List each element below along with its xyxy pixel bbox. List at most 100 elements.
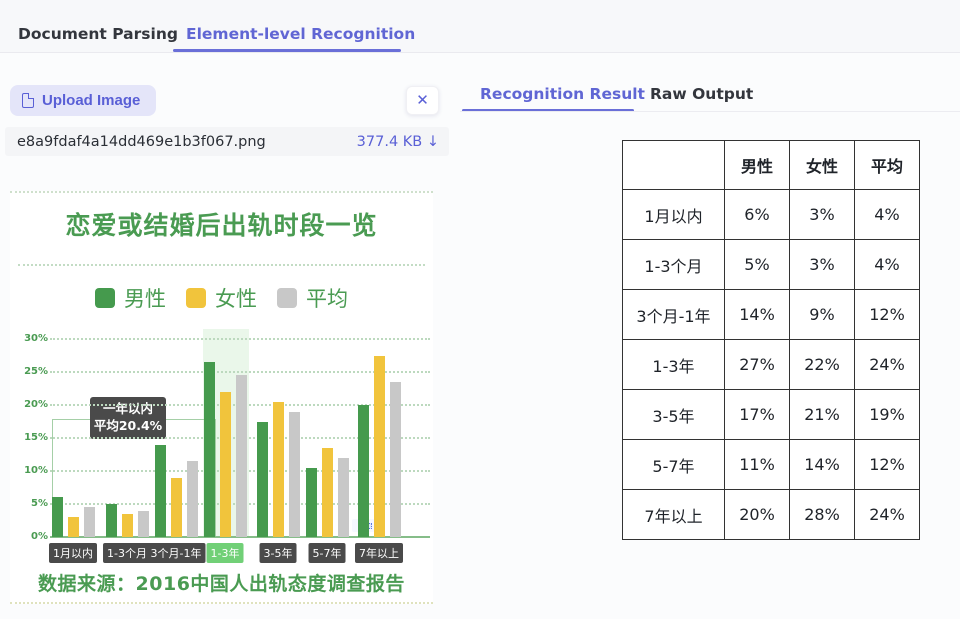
bar-女性-5-7年 — [322, 447, 333, 537]
recognition-result-table: 男性 女性 平均 1月以内 6% 3% 4% 1-3个月 5% 3% 4% 3个月-1年 14% 9% 12… — [622, 140, 920, 540]
file-download-link[interactable]: 377.4 KB ↓ — [356, 133, 439, 150]
active-result-tab-underline — [462, 109, 634, 112]
legend-swatch-icon — [277, 288, 297, 308]
bar-女性-3-5年 — [273, 401, 284, 537]
row-label-cell: 3个月-1年 — [622, 289, 725, 340]
legend-item: 平均 — [277, 283, 348, 313]
row-label-cell: 1月以内 — [622, 189, 725, 240]
table-row: 1-3个月 5% 3% 4% — [622, 239, 920, 290]
legend-item: 女性 — [186, 283, 257, 313]
y-axis-tick-label: 10% — [24, 465, 48, 476]
legend-label: 平均 — [306, 287, 348, 311]
value-cell: 27% — [724, 339, 790, 390]
bar-男性-3-5年 — [257, 421, 268, 537]
value-cell: 3% — [789, 239, 855, 290]
chart-divider — [18, 264, 425, 266]
active-tab-underline — [173, 49, 401, 52]
value-cell: 17% — [724, 389, 790, 440]
value-cell: 4% — [854, 239, 920, 290]
x-axis-category-label: 3个月-1年 — [146, 543, 206, 563]
uploaded-image-preview: 恋爱或结婚后出轨时段一览 男性 女性 平均 一年以内 平均20.4% 30% 25% 2… — [10, 191, 433, 604]
y-axis-tick-label: 30% — [24, 333, 48, 344]
top-tab-bar: Document Parsing Element-level Recogniti… — [0, 0, 960, 53]
value-cell: 21% — [789, 389, 855, 440]
tab-element-level-recognition[interactable]: Element-level Recognition — [186, 25, 416, 43]
value-cell: 3% — [789, 189, 855, 240]
tab-raw-output[interactable]: Raw Output — [650, 85, 754, 103]
close-icon[interactable]: ✕ — [406, 86, 439, 115]
value-cell: 28% — [789, 489, 855, 540]
tab-recognition-result[interactable]: Recognition Result — [480, 85, 645, 103]
file-icon — [22, 93, 34, 108]
y-axis-tick-label: 25% — [24, 366, 48, 377]
header-cell: 女性 — [789, 140, 855, 190]
legend-swatch-icon — [186, 288, 206, 308]
x-axis-category-label: 1月以内 — [49, 543, 97, 563]
uploaded-file-row: e8a9fdaf4a14dd469e1b3f067.png 377.4 KB ↓ — [5, 127, 449, 156]
legend-label: 女性 — [215, 287, 257, 311]
header-cell: 平均 — [854, 140, 920, 190]
bar-平均-5-7年 — [338, 457, 349, 537]
table-row: 1-3年 27% 22% 24% — [622, 339, 920, 390]
bar-男性-7年以上 — [358, 405, 369, 537]
x-axis-category-label: 7年以上 — [355, 543, 403, 563]
legend-item: 男性 — [95, 283, 166, 313]
bar-平均-1-3个月 — [138, 510, 149, 537]
row-label-cell: 1-3个月 — [622, 239, 725, 290]
table-row: 1月以内 6% 3% 4% — [622, 189, 920, 240]
bar-女性-3个月-1年 — [171, 477, 182, 537]
bar-平均-1-3年 — [236, 375, 247, 537]
x-axis-category-label: 1-3个月 — [103, 543, 151, 563]
value-cell: 5% — [724, 239, 790, 290]
value-cell: 20% — [724, 489, 790, 540]
bar-平均-1月以内 — [84, 507, 95, 537]
legend-label: 男性 — [124, 287, 166, 311]
value-cell: 4% — [854, 189, 920, 240]
upload-image-label: Upload Image — [42, 92, 141, 109]
bar-平均-3-5年 — [289, 411, 300, 537]
table-row: 5-7年 11% 14% 12% — [622, 439, 920, 490]
value-cell: 14% — [724, 289, 790, 340]
annotation-line-2: 平均20.4% — [93, 417, 163, 433]
legend-swatch-icon — [95, 288, 115, 308]
gridline — [50, 371, 430, 373]
y-axis-tick-label: 5% — [31, 498, 48, 509]
row-label-cell: 1-3年 — [622, 339, 725, 390]
bar-男性-3个月-1年 — [155, 444, 166, 537]
bar-男性-1-3个月 — [106, 504, 117, 537]
x-axis-category-label: 1-3年 — [206, 543, 244, 563]
x-axis-category-label: 5-7年 — [308, 543, 346, 563]
y-axis-tick-label: 15% — [24, 432, 48, 443]
y-axis-tick-label: 20% — [24, 399, 48, 410]
x-axis-line — [50, 536, 430, 538]
value-cell: 12% — [854, 439, 920, 490]
header-cell-empty — [622, 140, 725, 190]
value-cell: 24% — [854, 339, 920, 390]
table-row: 3个月-1年 14% 9% 12% — [622, 289, 920, 340]
chart-plot-area: 一年以内 平均20.4% 30% 25% 20% 15% 10% 5% 0% 1月以内 1-3个… — [10, 323, 433, 573]
uploaded-file-name: e8a9fdaf4a14dd469e1b3f067.png — [17, 133, 266, 150]
value-cell: 12% — [854, 289, 920, 340]
row-label-cell: 5-7年 — [622, 439, 725, 490]
bar-女性-7年以上 — [374, 355, 385, 537]
value-cell: 19% — [854, 389, 920, 440]
table-header-row: 男性 女性 平均 — [622, 140, 920, 190]
chart-legend: 男性 女性 平均 — [10, 283, 433, 313]
bar-平均-3个月-1年 — [187, 461, 198, 537]
x-axis-category-label: 3-5年 — [259, 543, 297, 563]
value-cell: 14% — [789, 439, 855, 490]
value-cell: 22% — [789, 339, 855, 390]
bar-女性-1-3个月 — [122, 513, 133, 537]
value-cell: 9% — [789, 289, 855, 340]
table-row: 7年以上 20% 28% 24% — [622, 489, 920, 540]
upload-image-button[interactable]: Upload Image — [10, 85, 157, 116]
row-label-cell: 3-5年 — [622, 389, 725, 440]
header-cell: 男性 — [724, 140, 790, 190]
bar-女性-1月以内 — [68, 517, 79, 537]
bar-女性-1-3年 — [220, 391, 231, 537]
bar-男性-1月以内 — [52, 497, 63, 537]
table-row: 3-5年 17% 21% 19% — [622, 389, 920, 440]
tab-document-parsing[interactable]: Document Parsing — [18, 25, 178, 43]
gridline — [50, 338, 430, 340]
